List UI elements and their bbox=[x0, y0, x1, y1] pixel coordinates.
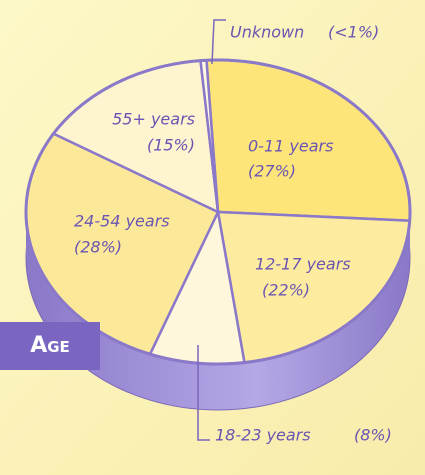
slice-label: Unknown bbox=[230, 23, 304, 42]
value-label: (22%) bbox=[262, 281, 310, 300]
value-label: (<1%) bbox=[328, 23, 379, 42]
slice-label: 18-23 years bbox=[215, 426, 311, 445]
slice-label: 24-54 years bbox=[74, 212, 170, 231]
slice-label: 12-17 years bbox=[255, 255, 351, 274]
value-label: (8%) bbox=[354, 426, 392, 445]
slice-label: 55+ years bbox=[112, 110, 195, 129]
value-label: (27%) bbox=[248, 162, 296, 181]
leader-line bbox=[197, 345, 210, 441]
value-label: (28%) bbox=[74, 238, 122, 257]
title-box bbox=[0, 322, 100, 370]
leader-line bbox=[211, 19, 226, 65]
pie bbox=[24, 58, 412, 411]
chart-title: Age bbox=[30, 333, 70, 358]
slice-label: 0-11 years bbox=[248, 137, 333, 156]
pie-edge bbox=[24, 58, 412, 366]
value-label: (15%) bbox=[147, 136, 195, 155]
